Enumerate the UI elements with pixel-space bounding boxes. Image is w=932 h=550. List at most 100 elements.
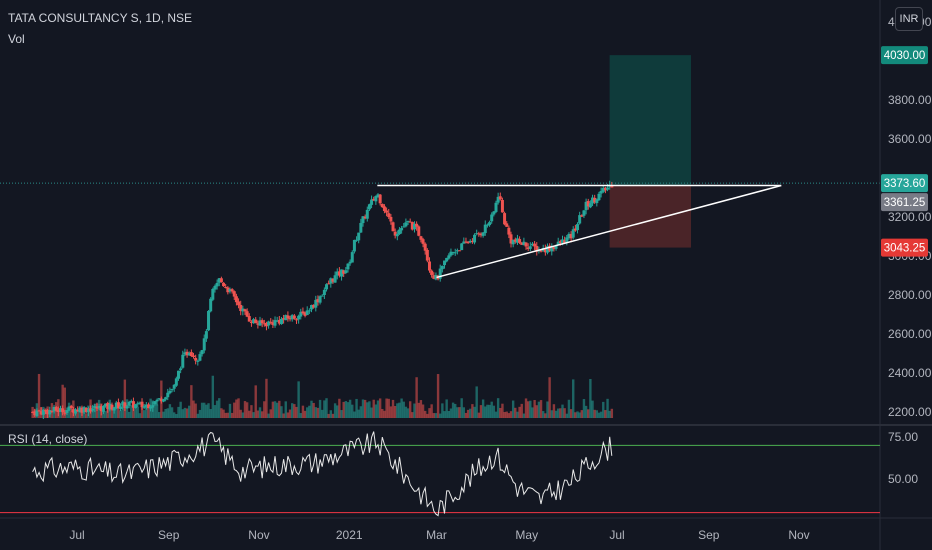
volume-bar — [400, 398, 403, 418]
volume-bar — [563, 408, 566, 418]
volume-bar — [546, 401, 549, 418]
candle — [185, 351, 189, 356]
candle — [39, 411, 43, 415]
candle — [61, 408, 65, 413]
candle — [84, 407, 88, 412]
volume-bar — [256, 410, 260, 418]
volume-bar — [535, 405, 538, 418]
candle — [591, 197, 595, 204]
volume-bar — [460, 398, 463, 418]
volume-bar — [284, 401, 287, 418]
price-tick-label: 2400.00 — [888, 366, 932, 380]
currency-button[interactable]: INR — [895, 7, 923, 31]
candle — [192, 355, 196, 357]
long-position-tool[interactable] — [609, 55, 691, 248]
candle — [207, 311, 211, 331]
stop-zone[interactable] — [609, 185, 691, 248]
stop-price-badge-label: 3043.25 — [884, 243, 926, 255]
volume-bar — [602, 401, 605, 418]
volume-bar — [533, 400, 536, 418]
volume-bar — [574, 412, 577, 418]
volume-bar — [503, 412, 506, 418]
candle — [288, 318, 292, 320]
volume-bar — [327, 413, 330, 418]
candle — [451, 251, 455, 253]
candle — [535, 245, 539, 252]
candle — [282, 318, 286, 320]
candle — [41, 409, 45, 415]
candle — [458, 250, 462, 252]
candle — [443, 260, 447, 266]
candle — [249, 322, 253, 324]
volume-bar — [76, 411, 79, 418]
candle — [391, 222, 395, 232]
volume-bar — [595, 410, 599, 418]
candle — [601, 188, 605, 192]
support-trendline[interactable] — [436, 184, 782, 279]
rsi-legend[interactable]: RSI (14, close) — [8, 432, 88, 446]
candle — [93, 406, 97, 408]
candle — [432, 275, 436, 279]
candle — [202, 338, 206, 351]
target-zone[interactable] — [609, 55, 691, 186]
time-axis[interactable]: Jul Sep Nov 2021 Mar May Jul Sep Nov — [69, 528, 809, 542]
volume-bar — [175, 413, 178, 418]
volume-legend[interactable]: Vol — [8, 32, 25, 46]
trend-drawings[interactable] — [377, 184, 782, 279]
candle — [314, 299, 318, 308]
volume-bar — [265, 378, 268, 418]
volume-bar — [333, 403, 337, 418]
volume-bar — [445, 399, 448, 418]
candle — [275, 320, 279, 322]
candle — [322, 289, 326, 295]
volume-bar — [464, 412, 468, 418]
candle — [78, 408, 82, 413]
candle — [269, 321, 273, 323]
candle — [258, 320, 262, 326]
candle — [372, 198, 376, 201]
price-tick-label: 2800.00 — [888, 288, 932, 302]
volume-bar — [584, 405, 588, 418]
volume-bar — [104, 411, 107, 418]
volume-bar — [428, 408, 431, 418]
volume-bar — [258, 407, 262, 418]
candle — [498, 196, 502, 200]
candle — [297, 315, 301, 320]
last-price-badge — [881, 174, 928, 193]
candle — [52, 406, 56, 412]
candle — [561, 239, 565, 244]
volume-bar — [511, 400, 515, 418]
candle — [138, 402, 142, 404]
volume-bar — [153, 404, 157, 418]
candle — [488, 222, 492, 226]
candle — [603, 187, 607, 191]
candle — [256, 323, 260, 325]
candle — [217, 278, 221, 283]
volume-bar — [559, 408, 562, 418]
volume-bar — [524, 398, 528, 418]
volume-bar — [385, 398, 388, 418]
volume-bar — [447, 410, 451, 418]
volume-bar — [396, 403, 399, 418]
candle — [149, 406, 153, 409]
volume-bar — [404, 406, 408, 418]
volume-bar — [569, 409, 573, 418]
volume-bar — [443, 411, 446, 418]
candle — [254, 319, 258, 324]
candle — [346, 263, 350, 270]
time-tick-label: May — [515, 528, 538, 542]
candle — [380, 203, 384, 208]
volume-bar — [288, 409, 292, 418]
candle — [556, 241, 560, 246]
candle — [33, 411, 37, 416]
symbol-legend[interactable]: TATA CONSULTANCY S, 1D, NSE — [8, 11, 193, 25]
candle — [374, 196, 378, 202]
target-price-badge — [881, 46, 928, 65]
candle — [222, 282, 226, 287]
candle — [430, 270, 434, 275]
candle — [395, 233, 399, 237]
candle — [252, 319, 256, 324]
candle — [204, 331, 208, 339]
candle — [307, 310, 311, 312]
